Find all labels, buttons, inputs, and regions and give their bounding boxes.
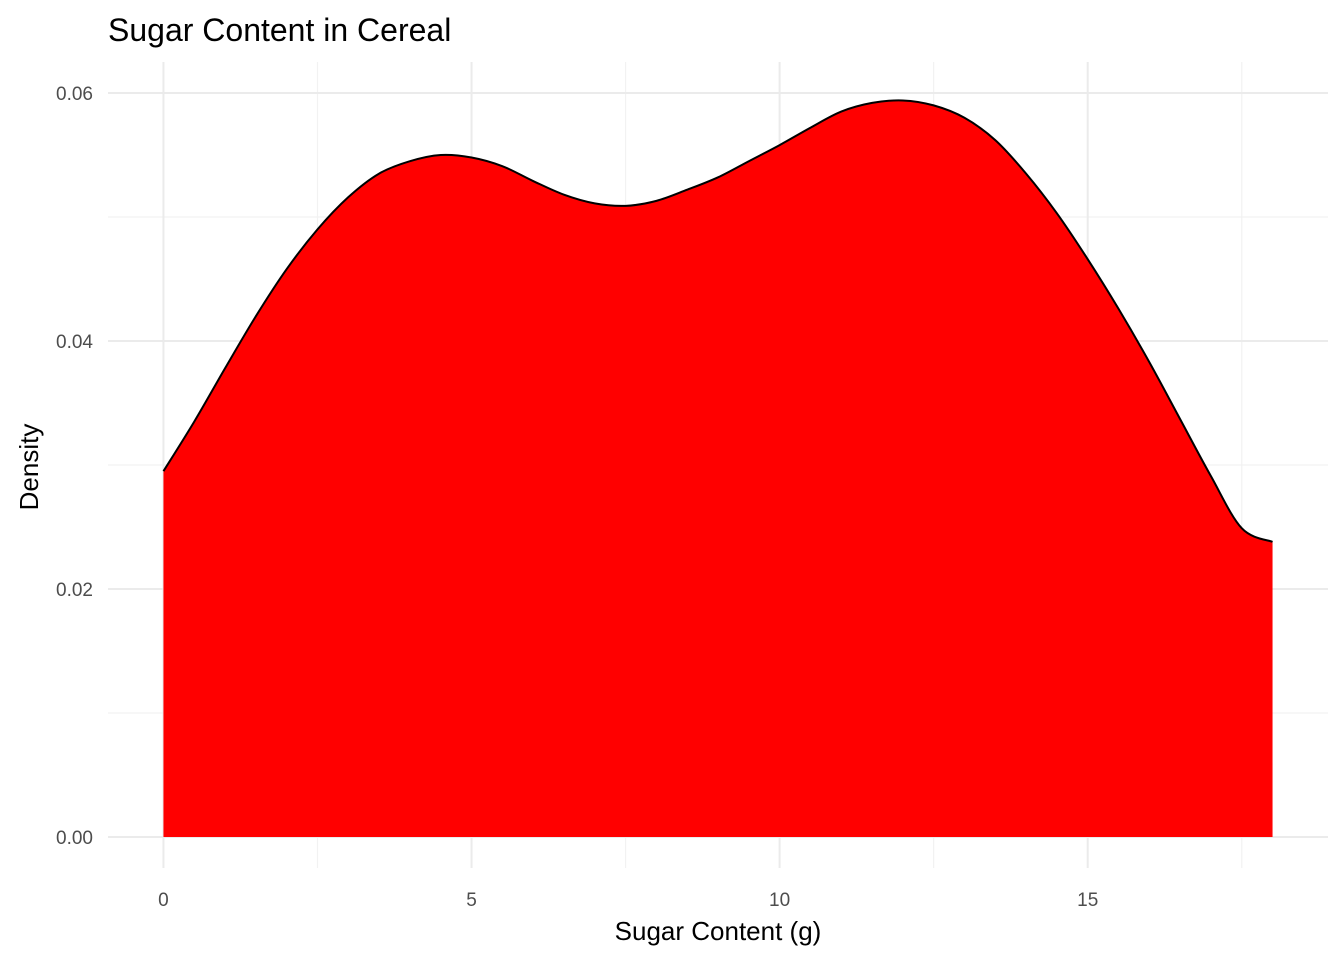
y-tick-label-3: 0.06 xyxy=(56,84,93,105)
y-tick-label-2: 0.04 xyxy=(56,332,93,353)
x-axis-title: Sugar Content (g) xyxy=(615,916,822,946)
y-tick-labels: 0.00 0.02 0.04 0.06 xyxy=(56,84,93,849)
density-curve-line xyxy=(162,99,1273,543)
y-tick-label-0: 0.00 xyxy=(56,828,93,849)
y-tick-label-1: 0.02 xyxy=(56,580,93,601)
x-tick-label-0: 0 xyxy=(158,890,169,911)
y-axis-title: Density xyxy=(14,424,44,511)
x-tick-labels: 0 5 10 15 xyxy=(158,890,1098,911)
density-area-layer xyxy=(162,99,1273,838)
x-tick-label-2: 10 xyxy=(769,890,790,911)
chart-title: Sugar Content in Cereal xyxy=(108,12,451,48)
density-area-fill xyxy=(163,100,1273,838)
x-tick-label-3: 15 xyxy=(1077,890,1098,911)
x-tick-label-1: 5 xyxy=(466,890,477,911)
